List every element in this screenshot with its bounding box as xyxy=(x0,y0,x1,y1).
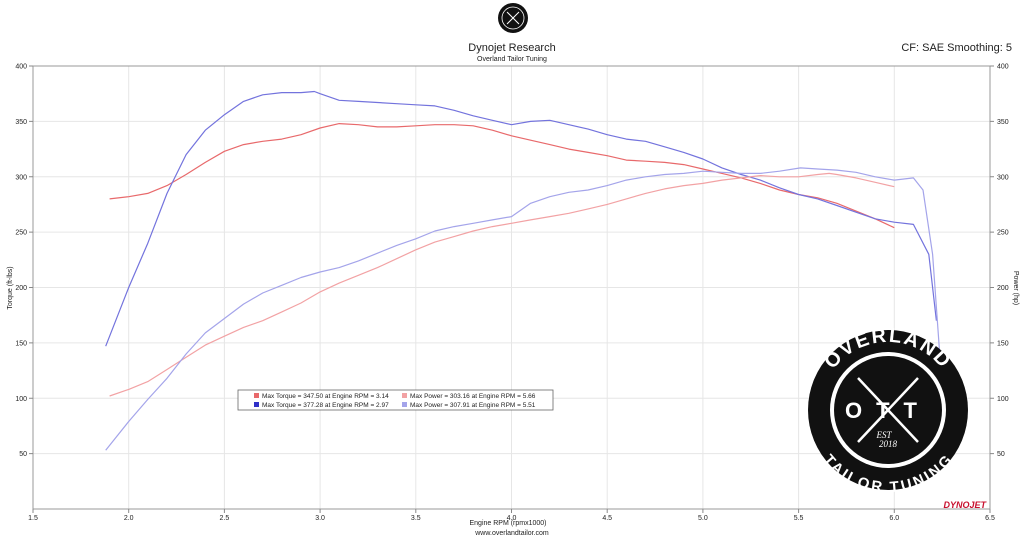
series-line-1 xyxy=(109,122,895,229)
y-tick-label-right: 300 xyxy=(997,174,1009,181)
y-tick-label-right: 250 xyxy=(997,230,1009,237)
x-tick-label: 3.0 xyxy=(315,515,325,522)
y-tick-label-left: 150 xyxy=(15,340,27,347)
x-tick-label: 1.5 xyxy=(28,515,38,522)
x-tick-label: 6.5 xyxy=(985,515,995,522)
y-tick-label-left: 200 xyxy=(15,285,27,292)
x-tick-label: 5.5 xyxy=(794,515,804,522)
y-tick-label-left: 350 xyxy=(15,119,27,126)
legend-box xyxy=(237,389,554,411)
x-tick-label: 3.5 xyxy=(411,515,421,522)
y-tick-label-left: 400 xyxy=(15,64,27,71)
x-tick-label: 5.0 xyxy=(698,515,708,522)
footer-website: www.overlandtailor.com xyxy=(475,530,549,537)
badge-year-text: 2018 xyxy=(879,439,898,449)
legend-swatch-4 xyxy=(402,402,407,407)
y-tick-label-left: 100 xyxy=(15,396,27,403)
badge-mid-text: OTT xyxy=(845,398,931,423)
legend-entry-2: Max Torque = 377.28 at Engine RPM = 2.97 xyxy=(254,402,389,409)
x-tick-label: 2.0 xyxy=(124,515,134,522)
badge-est-text: EST xyxy=(875,430,892,440)
y-axis-label-left: Torque (ft-lbs) xyxy=(7,266,14,309)
legend-swatch-2 xyxy=(254,402,259,407)
cf-smoothing-label: CF: SAE Smoothing: 5 xyxy=(901,42,1012,54)
legend-text-1: Max Torque = 347.50 at Engine RPM = 3.14 xyxy=(262,393,389,400)
y-tick-label-left: 300 xyxy=(15,174,27,181)
legend-text-2: Max Torque = 377.28 at Engine RPM = 2.97 xyxy=(262,402,389,409)
y-tick-label-left: 250 xyxy=(15,230,27,237)
x-tick-label: 6.0 xyxy=(889,515,899,522)
series-line-2 xyxy=(105,90,937,347)
legend-text-4: Max Power = 307.91 at Engine RPM = 5.51 xyxy=(410,402,536,409)
legend-entry-4: Max Power = 307.91 at Engine RPM = 5.51 xyxy=(402,402,536,409)
x-tick-label: 2.5 xyxy=(220,515,230,522)
overland-tailor-tuning-badge: OVERLAND TAILOR TUNING OTT EST 2018 xyxy=(808,325,968,496)
y-tick-label-right: 150 xyxy=(997,340,1009,347)
legend-text-3: Max Power = 303.16 at Engine RPM = 5.66 xyxy=(410,393,536,400)
y-tick-label-right: 350 xyxy=(997,119,1009,126)
legend-swatch-3 xyxy=(402,393,407,398)
legend-entry-3: Max Power = 303.16 at Engine RPM = 5.66 xyxy=(402,393,536,400)
axis-ticks: 1.5 2.0 2.5 3.0 3.5 4.0 4.5 5.0 5.5 6.0 6.5 50 50 100… xyxy=(15,64,1008,523)
series-line-4 xyxy=(105,167,943,451)
x-axis-label: Engine RPM (rpmx1000) xyxy=(469,520,546,527)
badge-cross-line-2 xyxy=(857,377,919,443)
series-line-3 xyxy=(109,172,895,397)
legend-entry-1: Max Torque = 347.50 at Engine RPM = 3.14 xyxy=(254,393,389,400)
x-tick-label: 4.0 xyxy=(507,515,517,522)
legend-swatch-1 xyxy=(254,393,259,398)
legend: Max Torque = 347.50 at Engine RPM = 3.14… xyxy=(237,389,554,411)
dynojet-logo-icon xyxy=(498,3,528,33)
y-tick-label-right: 400 xyxy=(997,64,1009,71)
chart-title: Dynojet Research xyxy=(468,42,556,54)
y-tick-label-right: 50 xyxy=(997,451,1005,458)
series-lines xyxy=(105,90,943,451)
x-tick-label: 4.5 xyxy=(602,515,612,522)
y-axis-label-right: Power (hp) xyxy=(1012,271,1019,305)
chart-subtitle: Overland Tailor Tuning xyxy=(477,56,547,63)
y-tick-label-right: 200 xyxy=(997,285,1009,292)
y-tick-label-left: 50 xyxy=(19,451,27,458)
dynojet-brand-logo: DYNOJET xyxy=(943,500,987,510)
y-tick-label-right: 100 xyxy=(997,396,1009,403)
